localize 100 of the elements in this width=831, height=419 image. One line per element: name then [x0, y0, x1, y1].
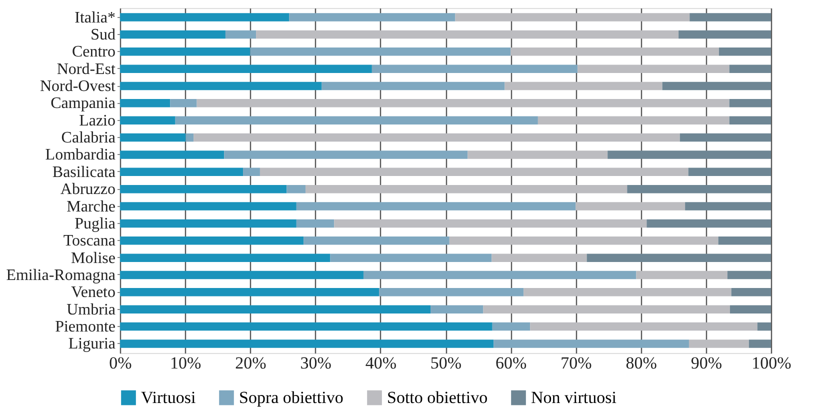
- bar: [685, 202, 771, 210]
- bar: [289, 13, 456, 22]
- bar: [730, 305, 771, 314]
- bar: [170, 99, 197, 108]
- bar: [688, 340, 749, 348]
- y-tick-label: Lazio: [79, 112, 116, 130]
- bar: [120, 288, 380, 296]
- bar: [492, 322, 530, 331]
- y-tick-label: Piemonte: [55, 318, 116, 336]
- y-tick-label: Italia*: [74, 9, 116, 26]
- x-tick-label: 60%: [496, 354, 527, 372]
- x-tick-label: 10%: [170, 354, 202, 372]
- y-tick-label: Veneto: [71, 284, 116, 302]
- bar: [120, 236, 304, 245]
- bar: [662, 82, 771, 90]
- legend-label: Non virtuosi: [531, 388, 617, 407]
- x-tick-label: 80%: [626, 354, 657, 372]
- bar: [120, 168, 244, 176]
- bar: [757, 322, 771, 331]
- bar: [578, 64, 730, 73]
- bar: [727, 270, 771, 280]
- bar: [729, 64, 771, 73]
- bar: [120, 202, 296, 210]
- bar: [678, 30, 771, 39]
- y-tick-label: Sud: [90, 26, 116, 44]
- bar: [322, 82, 505, 90]
- bar: [120, 340, 494, 348]
- bar: [718, 48, 771, 56]
- bar: [120, 82, 322, 90]
- bar: [379, 288, 524, 296]
- bar: [120, 254, 330, 262]
- bar: [250, 48, 511, 56]
- bar: [224, 150, 468, 159]
- bar: [260, 168, 688, 176]
- y-tick-label: Umbria: [66, 301, 116, 318]
- bar: [120, 150, 224, 159]
- bar: [120, 270, 364, 280]
- bar: [120, 30, 226, 39]
- bar: [175, 116, 538, 124]
- y-tick-label: Centro: [72, 44, 116, 61]
- bar: [243, 168, 260, 176]
- bar: [646, 219, 771, 228]
- y-tick-label: Nord-Est: [56, 60, 116, 78]
- bar: [483, 305, 730, 314]
- bar: [608, 150, 771, 159]
- legend-label: Virtuosi: [141, 388, 196, 407]
- bar: [120, 116, 176, 124]
- y-tick-label: Toscana: [63, 232, 116, 250]
- bar: [731, 288, 771, 296]
- y-tick-label: Lombardia: [45, 146, 116, 164]
- bar: [718, 236, 771, 245]
- bar: [194, 133, 680, 142]
- bar: [538, 116, 730, 124]
- y-tick-label: Liguria: [68, 336, 116, 353]
- x-tick-label: 30%: [300, 354, 332, 372]
- y-tick-label: Calabria: [61, 130, 116, 147]
- bar: [430, 305, 484, 314]
- bar: [372, 64, 578, 73]
- x-tick-label: 40%: [365, 354, 396, 372]
- x-tick-label: 50%: [430, 354, 462, 372]
- bar: [120, 322, 492, 331]
- legend-label: Sotto obiettivo: [387, 388, 488, 407]
- bar: [729, 99, 771, 108]
- x-tick-label: 0%: [109, 354, 132, 372]
- bar: [306, 184, 628, 194]
- bar: [586, 254, 771, 262]
- bar: [636, 270, 728, 280]
- y-tick-label: Campania: [50, 95, 116, 112]
- bar: [120, 99, 170, 108]
- bar: [120, 48, 250, 56]
- bar: [120, 13, 290, 22]
- x-tick-label: 90%: [690, 354, 722, 372]
- bar: [510, 48, 719, 56]
- bar: [504, 82, 662, 90]
- bar: [120, 305, 431, 314]
- bar: [748, 340, 771, 348]
- bar: [196, 99, 730, 108]
- bar: [468, 150, 608, 159]
- x-tick-label: 20%: [235, 354, 266, 372]
- bar: [120, 184, 287, 194]
- bar: [492, 254, 587, 262]
- bar: [455, 13, 690, 22]
- bar: [530, 322, 758, 331]
- bar: [330, 254, 492, 262]
- bar: [524, 288, 732, 296]
- y-tick-label: Emilia-Romagna: [6, 266, 116, 284]
- bar: [363, 270, 636, 280]
- x-tick-label: 100%: [752, 354, 792, 372]
- y-tick-label: Basilicata: [52, 164, 116, 181]
- bar: [449, 236, 718, 245]
- bar: [494, 340, 689, 348]
- y-tick-label: Molise: [71, 250, 116, 267]
- bar: [256, 30, 679, 39]
- y-tick-label: Abruzzo: [60, 181, 116, 198]
- bar: [296, 219, 334, 228]
- bar: [225, 30, 256, 39]
- bar: [120, 64, 372, 73]
- bar: [286, 184, 306, 194]
- bar: [688, 168, 771, 176]
- bar: [576, 202, 686, 210]
